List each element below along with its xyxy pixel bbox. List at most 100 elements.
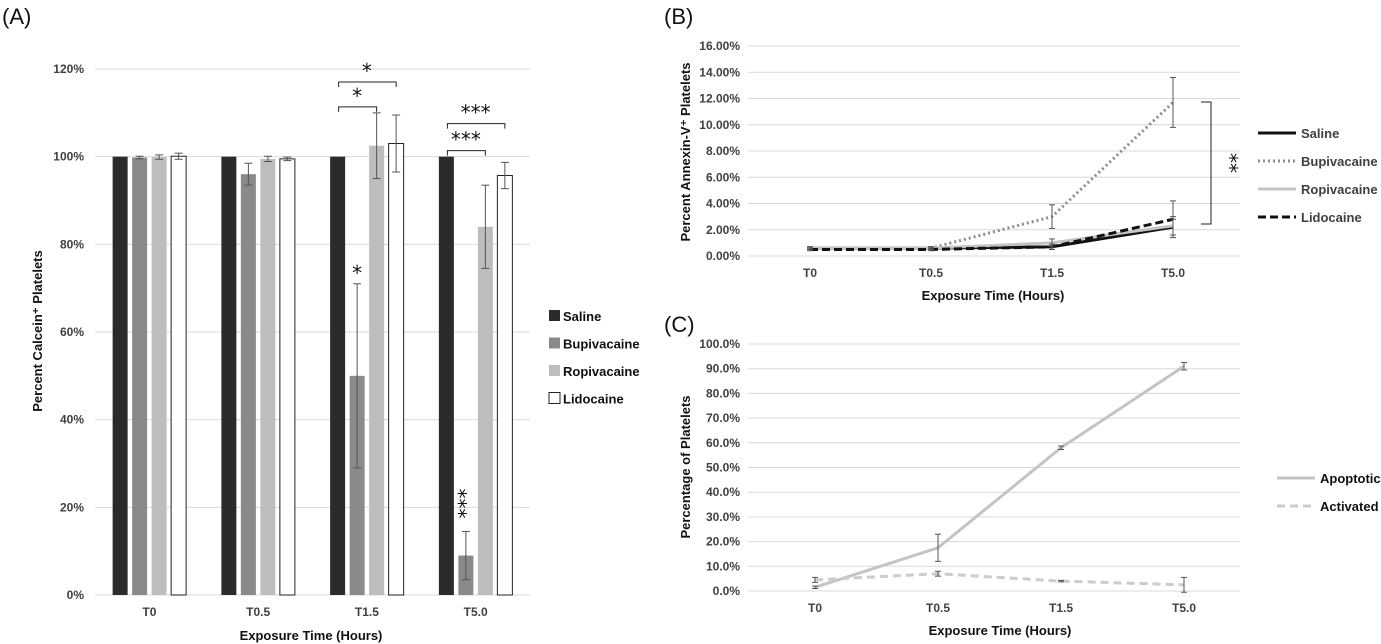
panel-b-significance: ** (1201, 101, 1242, 225)
panel-c-series-apoptotic (814, 364, 1185, 589)
panel-a-bar-bupivacaine-t0 (132, 157, 148, 595)
panel-b-y-tick-label: 14.00% (699, 65, 740, 79)
panel-a-x-tick-label: T5.0 (464, 605, 488, 619)
panel-b-y-tick-label: 4.00% (706, 197, 740, 211)
panel-a-bar-lidocaine-t0-5 (279, 158, 296, 596)
panel-a-bar-bupivacaine-t0-5 (240, 174, 256, 595)
panel-c-y-tick-label: 100.0% (699, 337, 740, 351)
panel-b-y-tick-label: 6.00% (706, 170, 740, 184)
panel-a-legend-swatch-saline (549, 310, 560, 321)
panel-c-label: (C) (664, 312, 695, 337)
panel-c-y-tick-label: 80.0% (706, 386, 740, 400)
panel-a-gridlines (95, 68, 530, 596)
panel-c-y-tick-label: 10.0% (706, 559, 740, 573)
panel-b-line-chart: (B) 0.00% 2.00% 4.00% 6.00% 8.00% 10.00% 12.00… (664, 4, 1378, 303)
panel-a-legend-label: Ropivacaine (563, 364, 640, 379)
panel-c-series-lines (814, 364, 1185, 589)
panel-a-legend-swatch-ropivacaine (549, 365, 560, 376)
panel-c-legend-label: Activated (1320, 499, 1379, 514)
panel-b-x-axis-title: Exposure Time (Hours) (922, 288, 1065, 303)
panel-a-y-tick-label: 100% (53, 150, 84, 164)
panel-b-y-tick-label: 0.00% (706, 249, 740, 263)
panel-a-significance-mark: * (352, 261, 362, 285)
panel-c-y-ticks: 0.0% 10.0% 20.0% 30.0% 40.0% 50.0% 60.0% 70.0% 8… (699, 337, 740, 598)
panel-c-y-tick-label: 40.0% (706, 485, 740, 499)
panel-a-bar-lidocaine-t5-0 (496, 175, 513, 596)
panel-a-x-axis-title: Exposure Time (Hours) (240, 628, 383, 643)
panel-c-y-tick-label: 60.0% (706, 436, 740, 450)
panel-a-y-tick-label: 60% (60, 325, 84, 339)
panel-a-significance-mark: * (362, 59, 372, 83)
panel-b-significance-bracket (1201, 101, 1212, 225)
panel-b-legend-label: Ropivacaine (1301, 182, 1378, 197)
panel-c-gridlines (748, 343, 1240, 592)
panel-a-significance-mark: * (352, 84, 362, 108)
panel-a-y-tick-label: 0% (67, 588, 85, 602)
panel-b-legend-label: Lidocaine (1301, 210, 1362, 225)
panel-a-legend: Saline Bupivacaine Ropivacaine Lidocaine (548, 309, 640, 407)
panel-a-legend-swatch-bupivacaine (549, 337, 560, 349)
panel-a-x-tick-label: T0.5 (246, 605, 270, 619)
panel-a-label: (A) (2, 4, 31, 29)
panel-a-significance-mark: *** (454, 488, 478, 518)
panel-c-legend: Apoptotic Activated (1277, 471, 1381, 514)
panel-a-x-tick-label: T1.5 (355, 605, 379, 619)
panel-b-legend: Saline Bupivacaine Ropivacaine Lidocaine (1258, 126, 1378, 225)
panel-b-series-lidocaine (810, 217, 1174, 251)
panel-a-bar-bupivacaine-t1-5 (349, 375, 365, 595)
panel-b-series-lines (810, 101, 1175, 251)
panel-c-y-tick-label: 50.0% (706, 461, 740, 475)
panel-a-significance-bracket (338, 106, 378, 112)
panel-c-y-tick-label: 70.0% (706, 411, 740, 425)
panel-b-legend-label: Saline (1301, 126, 1339, 141)
panel-b-x-tick-label: T1.5 (1040, 266, 1064, 280)
panel-c-y-tick-label: 90.0% (706, 362, 740, 376)
panel-b-y-tick-label: 10.00% (699, 118, 740, 132)
panel-c-series-activated (814, 572, 1185, 587)
panel-a-bar-lidocaine-t0 (170, 155, 187, 596)
panel-a-bar-saline-t0 (112, 156, 128, 595)
panel-a-significance-bracket (338, 81, 397, 88)
panel-a-significance: ************ (338, 59, 506, 518)
panel-a-significance-bracket (446, 123, 506, 129)
panel-b-x-tick-label: T0 (803, 266, 817, 280)
panel-a-bar-chart: (A) 0% 20% 40% 60% 80% 100% 120% T0 T0.5 T1.5 T5.… (2, 4, 640, 643)
panel-b-label: (B) (664, 4, 693, 29)
panel-a-y-tick-label: 40% (60, 413, 84, 427)
panel-c-x-axis-title: Exposure Time (Hours) (929, 623, 1072, 638)
panel-a-x-ticks: T0 T0.5 T1.5 T5.0 (142, 605, 488, 619)
panel-a-y-tick-label: 20% (60, 500, 84, 514)
panel-b-x-tick-label: T0.5 (919, 266, 943, 280)
panel-b-x-ticks: T0 T0.5 T1.5 T5.0 (803, 266, 1185, 280)
panel-a-bars (112, 143, 513, 596)
panel-a-bar-saline-t1-5 (330, 156, 346, 595)
panel-c-line-chart: (C) 0.0% 10.0% 20.0% 30.0% 40.0% 50.0% 60.0% 70… (664, 312, 1381, 638)
panel-a-significance-bracket (446, 150, 486, 156)
panel-a-bar-ropivacaine-t0 (151, 157, 167, 596)
panel-c-legend-label: Apoptotic (1320, 471, 1381, 486)
panel-a-significance-mark: *** (461, 101, 491, 125)
panel-b-x-tick-label: T5.0 (1161, 266, 1185, 280)
panel-c-y-tick-label: 20.0% (706, 535, 740, 549)
panel-a-legend-label: Bupivacaine (563, 337, 640, 352)
panel-b-significance-mark: ** (1218, 153, 1242, 173)
panel-b-gridlines (748, 45, 1240, 257)
panel-c-x-tick-label: T0.5 (926, 601, 950, 615)
panel-c-y-tick-label: 30.0% (706, 510, 740, 524)
panel-c-x-ticks: T0 T0.5 T1.5 T5.0 (808, 601, 1196, 615)
panel-a-bar-ropivacaine-t0-5 (260, 158, 276, 595)
panel-c-error-bars (812, 362, 1187, 593)
panel-c-x-tick-label: T0 (808, 601, 822, 615)
panel-a-bar-saline-t0-5 (221, 156, 237, 595)
panel-c-x-tick-label: T5.0 (1172, 601, 1196, 615)
panel-a-error-bars (135, 112, 509, 581)
panel-a-bar-lidocaine-t1-5 (388, 143, 405, 596)
panel-b-error-bars (807, 77, 1176, 252)
panel-c-y-tick-label: 0.0% (713, 584, 741, 598)
panel-a-legend-swatch-lidocaine (548, 392, 561, 404)
panel-a-significance-mark: *** (451, 128, 481, 152)
panel-a-bar-saline-t5-0 (438, 156, 454, 595)
panel-a-y-tick-label: 80% (60, 237, 84, 251)
panel-b-y-axis-title: Percent Annexin-V⁺ Platelets (678, 62, 693, 241)
